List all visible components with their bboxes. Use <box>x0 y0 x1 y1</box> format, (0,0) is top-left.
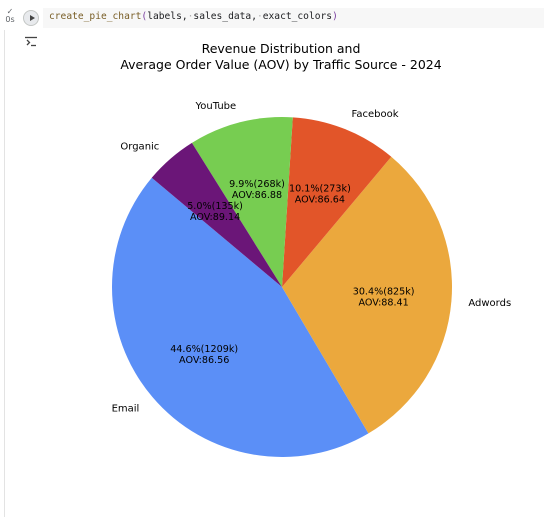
pie-labels: Email 44.6%(1209k)AOV:86.56 Adwords 30.4%(8… <box>112 101 512 414</box>
pie-slice-youtube <box>191 117 293 287</box>
slice-label-organic: Organic <box>120 141 159 152</box>
pie-slices <box>111 117 452 458</box>
check-icon: ✓ <box>6 7 14 16</box>
slice-aov-label-email: AOV:86.56 <box>179 355 229 366</box>
cell-gutter-line <box>4 30 5 517</box>
code-line: create_pie_chart(labels,·sales_data,·exa… <box>49 11 338 22</box>
whitespace-dot: · <box>256 11 263 22</box>
slice-percent-label-facebook: 10.1%(273k) <box>289 183 351 194</box>
slice-percent-label-adwords: 30.4%(825k) <box>353 286 415 297</box>
slice-aov-label-adwords: AOV:88.41 <box>359 297 409 308</box>
slice-percent-label-youtube: 9.9%(268k) <box>229 179 285 190</box>
code-arg: labels <box>147 11 182 22</box>
output-toggle-icon[interactable] <box>24 36 38 48</box>
slice-percent-label-email: 44.6%(1209k) <box>170 344 238 355</box>
chart-title: Revenue Distribution and Average Order V… <box>120 41 441 72</box>
execution-time: 0s <box>5 15 15 24</box>
close-paren: ) <box>332 11 338 22</box>
code-arg: sales_data <box>193 11 252 22</box>
slice-aov-label-organic: AOV:89.14 <box>190 212 240 223</box>
comma: , <box>251 11 257 22</box>
slice-percent-label-organic: 5.0%(135k) <box>187 201 243 212</box>
pie-slice-adwords <box>282 156 452 434</box>
open-paren: ( <box>141 11 148 22</box>
slice-label-facebook: Facebook <box>352 109 399 120</box>
chart-title-line-2: Average Order Value (AOV) by Traffic Sou… <box>120 57 441 72</box>
slice-label-youtube: YouTube <box>195 101 237 112</box>
pie-slice-facebook <box>282 117 392 287</box>
slice-aov-label-facebook: AOV:86.64 <box>295 194 345 205</box>
pie-slice-email <box>111 177 369 458</box>
function-name: create_pie_chart <box>49 11 142 22</box>
slice-label-email: Email <box>112 403 140 414</box>
run-cell-button[interactable] <box>23 10 39 26</box>
cell-execution-status: ✓ 0s <box>3 8 17 24</box>
comma: , <box>181 11 188 22</box>
code-arg: exact_colors <box>262 11 333 22</box>
code-cell-editor[interactable]: create_pie_chart(labels,·sales_data,·exa… <box>43 8 544 28</box>
play-icon <box>29 15 35 21</box>
slice-label-adwords: Adwords <box>468 298 511 309</box>
chart-title-line-1: Revenue Distribution and <box>202 41 361 56</box>
whitespace-dot: · <box>187 11 194 22</box>
pie-slice-organic <box>151 142 282 287</box>
slice-aov-label-youtube: AOV:86.88 <box>232 190 282 201</box>
